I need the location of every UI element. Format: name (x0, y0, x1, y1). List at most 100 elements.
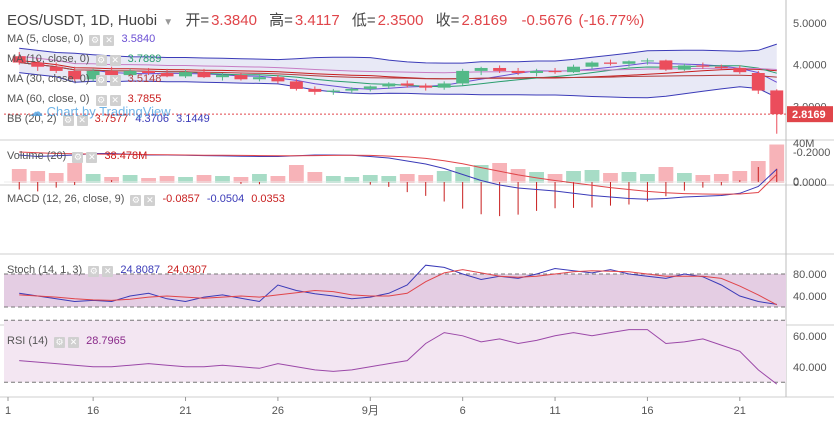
legend-ma5[interactable]: MA (5, close, 0) ⚙ ✕ 3.5840 (7, 33, 155, 46)
candle-body (326, 90, 340, 92)
gear-icon[interactable]: ⚙ (54, 337, 66, 348)
bb-value-upper: 4.3706 (135, 113, 170, 125)
candle-body (659, 60, 673, 70)
macd-signal-value: 0.0353 (251, 193, 285, 205)
legend-ma10[interactable]: MA (10, close, 0) ⚙ ✕ 3.7889 (7, 53, 161, 66)
volume-bar (252, 174, 267, 183)
candle-body (714, 66, 728, 68)
candle-body (105, 70, 119, 76)
stoch-k-value: 24.8087 (120, 264, 161, 276)
legend-rsi[interactable]: RSI (14) ⚙ ✕ 28.7965 (7, 335, 126, 348)
gear-icon[interactable]: ⚙ (95, 75, 107, 86)
close-value: 2.8169 (461, 12, 508, 29)
bollinger-lower-line (19, 72, 778, 99)
gear-icon[interactable]: ⚙ (130, 195, 142, 206)
legend-volume[interactable]: Volume (20) ⚙ ✕ 38.478M (7, 150, 147, 163)
price-tick-label: 5.0000 (793, 18, 827, 30)
rsi-label: RSI (14) (7, 335, 48, 347)
volume-value: 38.478M (104, 150, 148, 162)
gear-icon[interactable]: ⚙ (62, 115, 74, 126)
candle-body (308, 88, 322, 92)
gear-icon[interactable]: ⚙ (95, 55, 107, 66)
gear-icon[interactable]: ⚙ (95, 95, 107, 106)
ma30-value: 3.5148 (127, 73, 162, 85)
ma30-label: MA (30, close, 0) (7, 73, 90, 85)
legend-macd[interactable]: MACD (12, 26, close, 9) ⚙ ✕ -0.0857 -0.05… (7, 193, 285, 206)
legend-bb[interactable]: BB (20, 2) ⚙ ✕ 3.7577 4.3706 3.1449 (7, 113, 210, 126)
time-tick-label: 1 (5, 405, 11, 417)
last-price-badge (787, 106, 833, 123)
close-icon[interactable]: ✕ (109, 75, 121, 86)
volume-bar (584, 170, 600, 183)
volume-tick-label: 40M (793, 138, 814, 150)
gear-icon[interactable]: ⚙ (72, 152, 84, 163)
symbol-menu-icon[interactable]: ▼ (163, 17, 174, 28)
macd-line-value: -0.0504 (206, 193, 245, 205)
candle-body (604, 62, 617, 64)
time-tick-label: 16 (641, 405, 653, 417)
gear-icon[interactable]: ⚙ (88, 266, 100, 277)
low-label: 低= (351, 12, 376, 29)
gear-icon[interactable]: ⚙ (89, 35, 101, 46)
time-tick-label: 21 (179, 405, 191, 417)
candle-body (640, 60, 654, 62)
close-icon[interactable]: ✕ (86, 152, 98, 163)
ma10-label: MA (10, close, 0) (7, 53, 90, 65)
volume-bar (48, 173, 64, 183)
symbol-title[interactable]: EOS/USDT, 1D, Huobi (7, 12, 158, 29)
volume-tick-label: 0 (793, 176, 799, 188)
macd-tick-label: -0.2000 (793, 147, 830, 159)
ma10-value: 3.7889 (127, 53, 162, 65)
close-icon[interactable]: ✕ (76, 115, 88, 126)
volume-bar (141, 178, 156, 183)
candle-body (493, 67, 507, 71)
close-icon[interactable]: ✕ (109, 95, 121, 106)
volume-bar (436, 171, 452, 183)
time-tick-label: 9月 (362, 405, 379, 417)
volume-bar (603, 173, 618, 183)
high-value: 3.4117 (294, 12, 340, 29)
candle-body (12, 56, 26, 63)
volume-bar (85, 174, 101, 183)
close-icon[interactable]: ✕ (103, 35, 115, 46)
close-icon[interactable]: ✕ (144, 195, 156, 206)
candle-body (400, 83, 414, 86)
rsi-tick-label: 60.000 (793, 331, 827, 343)
candle-body (68, 70, 82, 80)
candle-body (142, 70, 156, 73)
bb-value-basis: 3.7577 (94, 113, 129, 125)
bb-label: BB (20, 2) (7, 113, 57, 125)
stoch-tick-label: 80.000 (793, 269, 827, 281)
candle-body (160, 73, 174, 77)
ma5-line (19, 62, 778, 90)
macd-label: MACD (12, 26, close, 9) (7, 193, 125, 205)
volume-bar (473, 165, 489, 183)
legend-ma30[interactable]: MA (30, close, 0) ⚙ ✕ 3.5148 (7, 73, 161, 86)
rsi-band-fill (4, 320, 786, 383)
candle-body (123, 70, 137, 76)
close-icon[interactable]: ✕ (68, 337, 80, 348)
legend-stoch[interactable]: Stoch (14, 1, 3) ⚙ ✕ 24.8087 24.0307 (7, 264, 207, 277)
candle-body (585, 62, 599, 67)
watermark-text: Chart by TradingView (46, 104, 171, 119)
legend-ma60[interactable]: MA (60, close, 0) ⚙ ✕ 3.7855 (7, 93, 161, 106)
volume-bar (233, 177, 249, 183)
volume-bar (621, 172, 637, 183)
close-icon[interactable]: ✕ (109, 55, 121, 66)
ma60-label: MA (60, close, 0) (7, 93, 90, 105)
volume-bar (492, 163, 508, 183)
time-tick-label: 21 (734, 405, 746, 417)
volume-bar (270, 176, 286, 183)
candle-body (197, 72, 211, 78)
close-icon[interactable]: ✕ (102, 266, 114, 277)
volume-bar (676, 173, 692, 183)
change-pct: (-16.77%) (578, 12, 645, 29)
candle-body (345, 88, 359, 91)
candle-body (234, 75, 248, 80)
bollinger-basis-line (19, 59, 777, 80)
candle-body (622, 61, 636, 64)
macd-signal-line (19, 151, 778, 195)
tradingview-watermark[interactable]: ☁ Chart by TradingView (30, 104, 171, 120)
